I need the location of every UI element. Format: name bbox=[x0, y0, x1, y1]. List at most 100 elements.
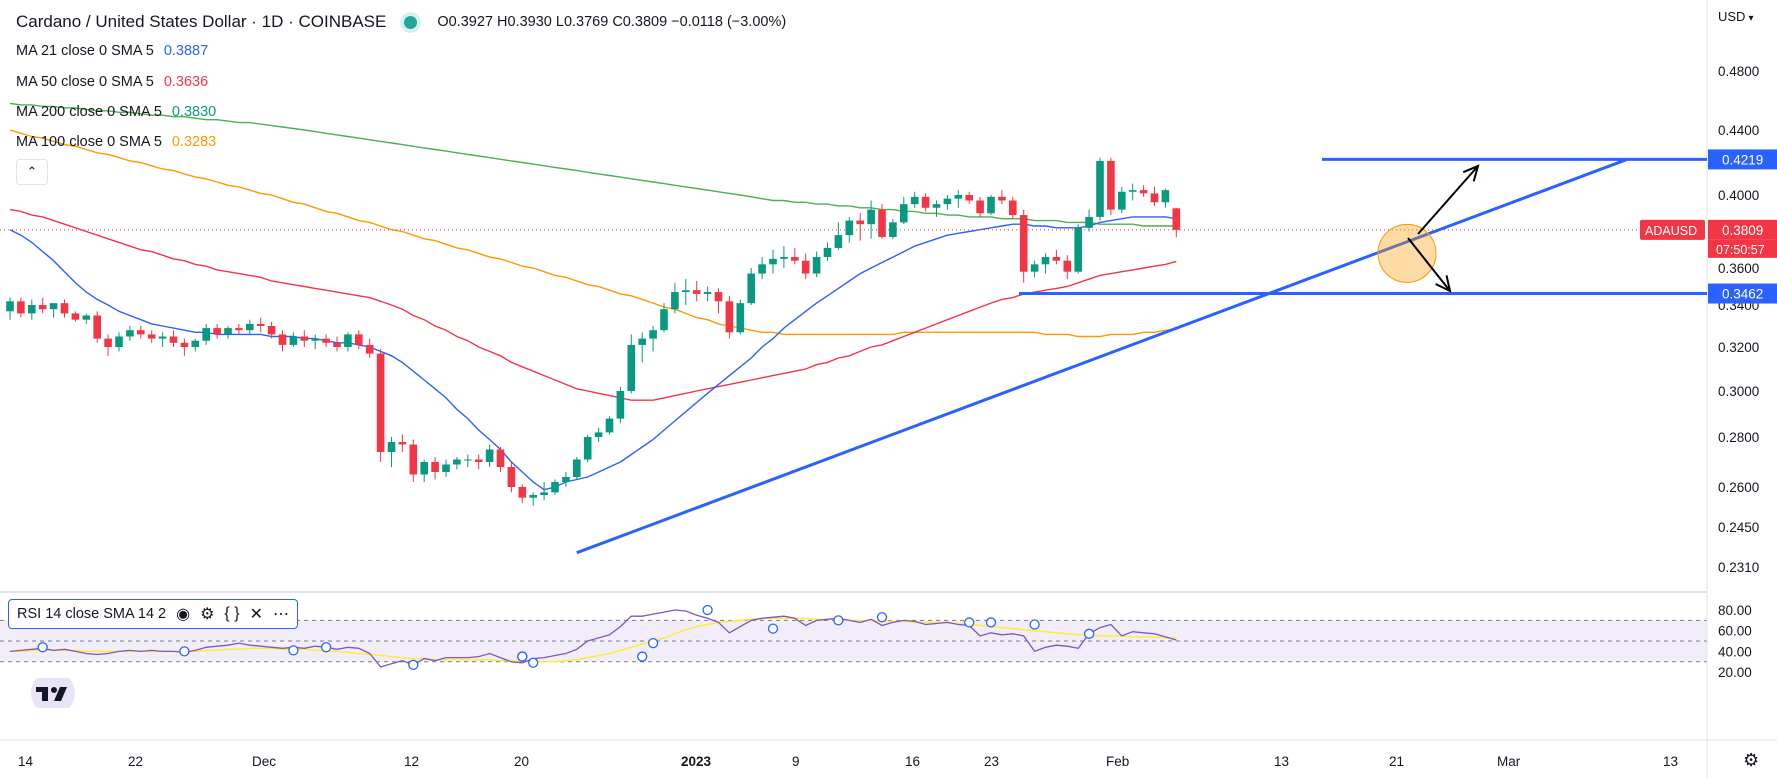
rsi-tick-label: 20.00 bbox=[1718, 665, 1752, 680]
candle-body bbox=[878, 209, 886, 237]
indicator-value: 0.3283 bbox=[171, 134, 217, 150]
candle-body bbox=[605, 418, 614, 433]
collapse-legend-button[interactable]: ⌃ bbox=[16, 159, 48, 185]
indicator-label: MA 200 close 0 SMA 5 bbox=[16, 104, 162, 120]
rsi-marker bbox=[985, 617, 997, 628]
time-tick-label: 14 bbox=[18, 754, 34, 769]
chevron-down-icon: ▾ bbox=[1748, 13, 1754, 24]
last-price-label: 0.3809 bbox=[1722, 223, 1763, 238]
candle-body bbox=[714, 292, 723, 302]
ma200-line bbox=[9, 102, 1177, 227]
candle-body bbox=[998, 196, 1006, 201]
braces-icon[interactable]: { } bbox=[224, 605, 240, 622]
rsi-tick-label: 80.00 bbox=[1718, 603, 1752, 618]
candle-body bbox=[812, 257, 821, 274]
rsi-marker bbox=[876, 612, 888, 623]
symbol-tag: ADAUSD bbox=[1645, 224, 1697, 238]
candle-body bbox=[1063, 260, 1072, 272]
candle-body bbox=[801, 260, 810, 274]
close-icon[interactable]: ✕ bbox=[249, 606, 263, 623]
candle-body bbox=[376, 353, 385, 452]
candle-body bbox=[191, 340, 200, 347]
eye-icon[interactable]: ◉ bbox=[176, 606, 191, 623]
currency-selector[interactable]: USD ▾ bbox=[1718, 9, 1753, 24]
rsi-marker bbox=[767, 623, 779, 634]
candle-body bbox=[660, 309, 668, 331]
candle-body bbox=[1161, 190, 1170, 203]
rsi-ma-line bbox=[10, 617, 1177, 663]
candle-body bbox=[900, 204, 908, 223]
rsi-marker bbox=[408, 659, 419, 671]
candle-body bbox=[671, 292, 679, 310]
candle-body bbox=[562, 477, 570, 482]
candle-body bbox=[1030, 264, 1039, 272]
resistance-price-label: 0.4219 bbox=[1722, 152, 1763, 167]
candle-body bbox=[627, 344, 636, 391]
rsi-marker bbox=[320, 642, 332, 653]
chart-settings-gear-icon[interactable]: ⚙ bbox=[1743, 750, 1760, 770]
down-arrow bbox=[1407, 237, 1451, 292]
candle-body bbox=[1139, 190, 1148, 194]
candle-body bbox=[987, 196, 995, 214]
gear-icon[interactable]: ⚙ bbox=[200, 606, 215, 623]
candle-body bbox=[747, 273, 755, 304]
candle-body bbox=[442, 464, 450, 472]
candle-body bbox=[725, 301, 734, 333]
rsi-line bbox=[9, 609, 1177, 668]
candle-body bbox=[921, 196, 930, 208]
market-status-icon bbox=[404, 15, 418, 29]
candle-body bbox=[256, 323, 265, 326]
price-tick-label: 0.3000 bbox=[1718, 384, 1759, 399]
indicator-ma200[interactable]: MA 200 close 0 SMA 5 0.3830 bbox=[16, 104, 216, 120]
candle-body bbox=[867, 209, 875, 225]
indicator-ma50[interactable]: MA 50 close 0 SMA 5 0.3636 bbox=[16, 74, 208, 90]
indicator-ma100[interactable]: MA 100 close 0 SMA 5 0.3283 bbox=[16, 134, 216, 150]
rsi-label: RSI 14 close SMA 14 2 bbox=[17, 606, 167, 622]
price-tick-label: 0.3600 bbox=[1718, 261, 1759, 276]
candle-body bbox=[344, 334, 352, 347]
price-tick-label: 0.4400 bbox=[1718, 123, 1759, 138]
symbol-title[interactable]: Cardano / United States Dollar · 1D · CO… bbox=[16, 12, 387, 31]
rsi-marker bbox=[647, 637, 659, 649]
candle-body bbox=[60, 303, 69, 314]
time-tick-label: 22 bbox=[128, 754, 143, 769]
price-tick-label: 0.2450 bbox=[1718, 520, 1759, 535]
candle-body bbox=[409, 444, 418, 475]
ma50-line bbox=[9, 208, 1177, 401]
candle-body bbox=[420, 462, 428, 475]
price-tick-label: 0.4000 bbox=[1718, 188, 1759, 203]
candle-body bbox=[17, 301, 25, 314]
candle-body bbox=[834, 235, 843, 248]
candle-body bbox=[1052, 257, 1061, 261]
more-icon[interactable]: ⋯ bbox=[272, 606, 289, 623]
candle-body bbox=[387, 442, 396, 452]
candle-body bbox=[1019, 215, 1028, 272]
rsi-legend[interactable]: RSI 14 close SMA 14 2 ◉ ⚙ { } ✕ ⋯ bbox=[8, 599, 298, 629]
candle-body bbox=[71, 313, 80, 320]
currency-label: USD bbox=[1718, 9, 1746, 24]
countdown-box bbox=[1708, 239, 1777, 258]
candle-body bbox=[496, 449, 505, 467]
time-tick-label: Dec bbox=[252, 754, 276, 769]
candle-body bbox=[616, 391, 625, 419]
candle-body bbox=[224, 328, 232, 335]
time-tick-label: 9 bbox=[792, 754, 800, 769]
candle-body bbox=[6, 301, 14, 312]
indicator-label: MA 50 close 0 SMA 5 bbox=[16, 74, 154, 90]
support-price-label: 0.3462 bbox=[1722, 287, 1763, 302]
rsi-marker bbox=[702, 604, 713, 616]
indicator-ma21[interactable]: MA 21 close 0 SMA 5 0.3887 bbox=[16, 43, 208, 59]
candle-body bbox=[1128, 190, 1137, 192]
rsi-marker bbox=[637, 651, 648, 662]
candle-body bbox=[126, 330, 134, 337]
tradingview-logo[interactable] bbox=[30, 678, 76, 708]
indicator-value: 0.3830 bbox=[171, 104, 217, 120]
resistance-price-label-box bbox=[1708, 149, 1777, 170]
candle-body bbox=[518, 487, 527, 498]
candle-body bbox=[169, 336, 178, 343]
candle-body bbox=[758, 264, 766, 274]
time-tick-label: Feb bbox=[1106, 754, 1129, 769]
indicator-value: 0.3636 bbox=[163, 74, 209, 90]
candle-body bbox=[1085, 216, 1093, 228]
